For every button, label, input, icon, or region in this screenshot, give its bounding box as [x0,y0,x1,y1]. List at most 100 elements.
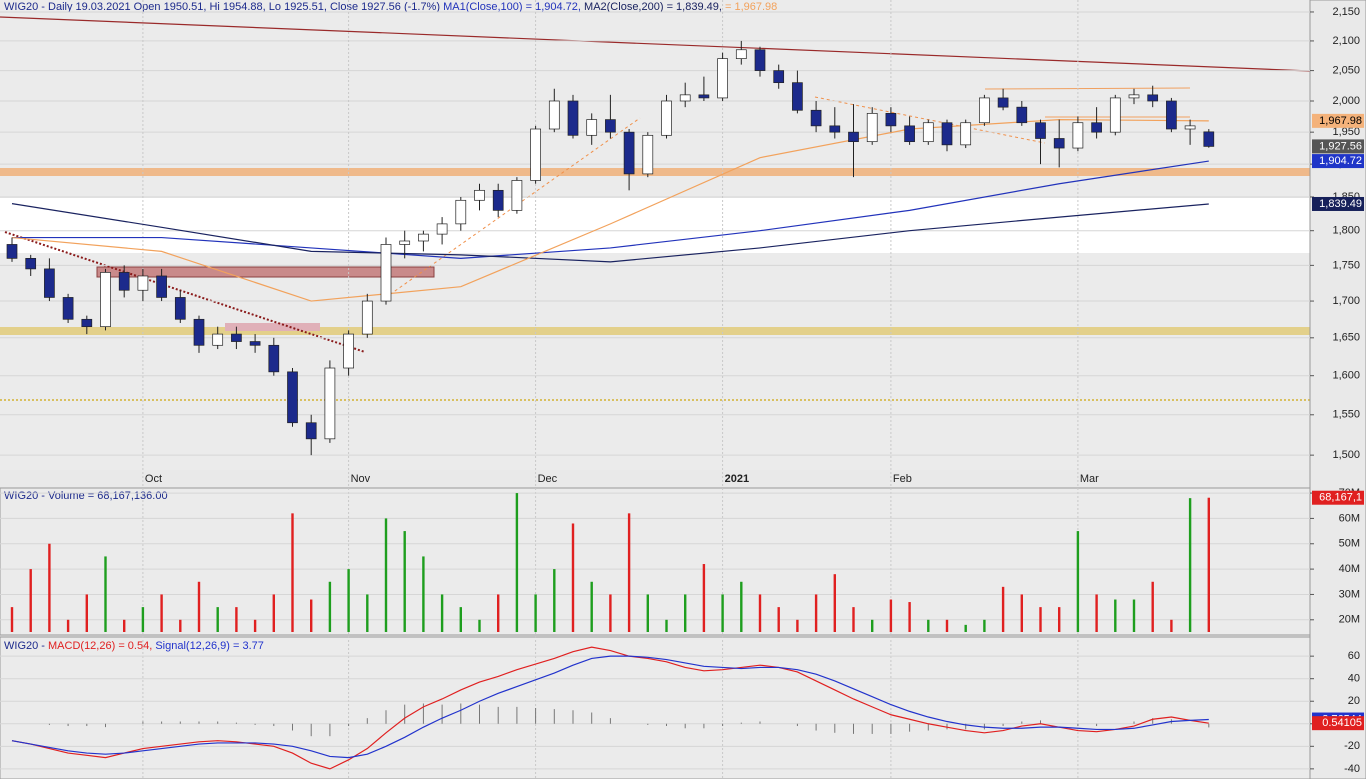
value-box-label: 68,167,1 [1319,492,1362,504]
macd-line [11,646,1209,770]
y-tick-label: 2,100 [1332,35,1360,47]
volume-bar [590,581,593,632]
value-box-label: 1,927.56 [1319,140,1362,152]
volume-bar [179,619,182,632]
volume-bar [908,602,911,632]
ma-line [12,160,1209,259]
volume-bar [1095,594,1098,632]
volume-bar [422,556,425,632]
volume-bar [253,619,257,632]
candle-body [679,94,691,102]
volume-bar [553,569,556,632]
volume-bar [497,594,500,632]
trendline [0,16,1311,72]
volume-bar [740,581,743,632]
y-tick-label: 1,950 [1332,126,1360,138]
candle-body [1072,122,1084,149]
volume-bar [459,607,462,632]
y-tick-label: 50M [1339,538,1360,550]
candle-body [1147,94,1159,102]
volume-bar [366,594,369,632]
value-box-label: 1,967.98 [1319,115,1362,127]
y-tick-label: 1,700 [1332,295,1360,307]
candle-body [193,318,205,346]
y-tick-label: 1,550 [1332,409,1360,421]
volume-bar [1076,531,1080,632]
candle-body [623,131,635,175]
candle-body [810,109,822,127]
macd-legend: WIG20 - MACD(12,26) = 0.54, Signal(12,26… [4,640,264,652]
value-box-label: 0.54105 [1322,717,1362,729]
candle-body [100,272,111,328]
volume-bar [384,518,388,632]
volume-bar [1001,586,1005,632]
trendline [4,231,366,353]
candle-body [62,297,74,320]
y-tick-label: 40M [1339,563,1360,575]
candle-body [567,100,579,136]
value-box [1312,154,1364,169]
volume-bar [515,493,519,632]
volume-bar [1188,498,1192,632]
candle-body [1128,94,1140,99]
support-band [0,168,1310,176]
x-tick-label: 2021 [725,473,749,485]
y-tick-label: 1,500 [1332,449,1360,461]
candle-body [399,240,411,245]
volume-bar [721,594,724,632]
volume-bar [1039,607,1042,632]
volume-bar [646,594,649,632]
candle-body [1035,122,1046,139]
candle-body [249,341,261,346]
legend-macd: MACD(12,26) = 0.54, [48,640,152,652]
candle-body [530,128,541,181]
candle-body [960,122,972,146]
candle-body [605,119,616,133]
volume-bar [1151,581,1154,632]
candle-body [1053,138,1065,149]
volume-bar [871,619,874,632]
candle-body [156,275,167,298]
value-box [1312,113,1364,128]
x-tick-label: Mar [1080,473,1099,485]
volume-bar [927,619,930,632]
header: WIG20 - Daily 19.03.2021 Open 1950.51, H… [4,1,777,13]
candle-body [511,180,523,211]
candle-body [548,100,560,130]
candle-body [642,134,654,175]
volume-bar [571,523,575,632]
value-box [1312,196,1364,211]
candle-body [492,189,504,211]
y-tick-label: 20M [1339,614,1360,626]
x-tick-label: Nov [351,473,371,485]
candle-body [979,97,990,124]
candle-body [1166,100,1177,130]
candle-body [698,94,710,99]
volume-bar [235,607,238,632]
volume-bar [29,569,32,632]
volume-bar [347,569,350,632]
candle-body [922,122,934,143]
y-tick-label: 2,150 [1332,6,1360,18]
candle-body [231,333,242,342]
volume-bar [833,574,836,632]
volume-bar [1207,497,1210,632]
candle-body [1016,106,1028,124]
volume-bar [104,556,107,632]
value-box-label: 1,839.49 [1319,198,1362,210]
volume-bar [1170,619,1173,632]
y-tick-label: -20 [1344,740,1360,752]
candle-body [474,189,485,201]
candle-body [380,244,392,302]
header-ma1: MA1(Close,100) = 1,904.72, [443,1,581,13]
volume-bar [1114,599,1117,632]
highlight-band [0,198,1310,253]
volume-bar [85,594,88,632]
volume-bar [889,599,893,632]
candle-body [44,268,55,298]
volume-bar [272,594,275,632]
zone [96,266,435,278]
volume-bar [852,607,855,632]
candle-body [305,422,317,440]
